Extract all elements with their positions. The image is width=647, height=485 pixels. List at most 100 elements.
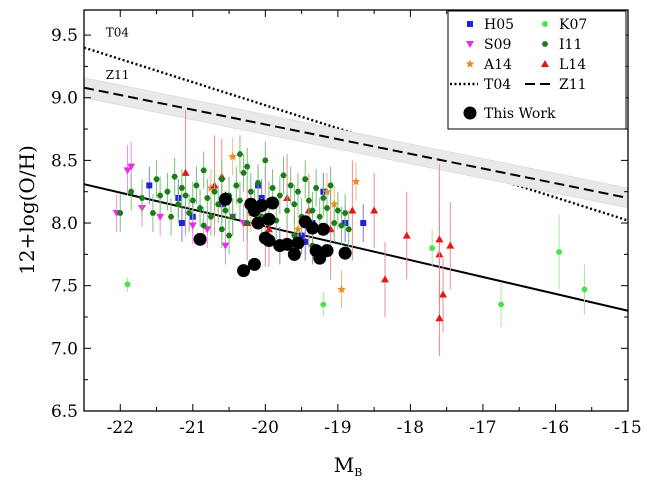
data-points: [112, 110, 588, 356]
point-k07: [124, 281, 131, 288]
point-i11: [236, 197, 244, 204]
legend-item-this-work-marker: [463, 106, 477, 120]
point-this-work: [266, 196, 280, 210]
legend-item-a14: A14: [483, 57, 512, 73]
point-i11: [185, 210, 193, 216]
point-i11: [302, 176, 309, 182]
point-this-work: [287, 247, 301, 261]
point-this-work: [193, 232, 207, 246]
point-a14: [351, 177, 361, 186]
point-i11: [305, 197, 313, 204]
legend-item-z11: Z11: [559, 77, 587, 93]
point-i11: [204, 195, 211, 201]
point-k07: [581, 286, 588, 293]
point-i11: [117, 210, 124, 216]
point-l14: [402, 231, 411, 239]
point-i11: [327, 182, 334, 189]
point-i11: [138, 195, 146, 201]
point-i11: [323, 205, 331, 211]
point-i11: [291, 201, 298, 208]
point-i11: [214, 201, 222, 208]
point-i11: [309, 207, 316, 214]
point-l14: [446, 241, 455, 249]
legend-item-a14-marker: [465, 59, 475, 68]
series-this-work: [193, 191, 352, 278]
legend-item-s09-marker: [466, 41, 474, 48]
point-i11: [196, 205, 204, 211]
point-i11: [312, 185, 320, 191]
legend-item-i11: I11: [559, 37, 582, 53]
point-s09: [123, 167, 132, 175]
point-i11: [200, 222, 207, 229]
line-annotations: T04 Z11: [106, 25, 130, 82]
annotation-z11: Z11: [106, 68, 130, 82]
point-this-work: [237, 264, 251, 278]
point-i11: [127, 188, 135, 195]
point-i11: [211, 188, 218, 195]
point-this-work: [280, 237, 294, 251]
point-s09: [127, 163, 136, 171]
point-k07: [428, 245, 436, 251]
y-axis-title: 12+log(O/H): [15, 145, 39, 275]
point-h05: [146, 182, 153, 189]
point-l14: [435, 235, 444, 243]
point-this-work: [291, 236, 305, 250]
point-a14: [206, 183, 216, 192]
axis-ticks: -22 -21 -20 -19 -18 -17 -16 -15 6.5 7.0 7.5 8.0 8.5 9…: [51, 10, 642, 438]
point-h05: [360, 220, 367, 227]
point-i11: [244, 220, 251, 226]
point-this-work: [247, 204, 261, 217]
legend-item-l14-marker: [541, 60, 549, 67]
point-a14: [337, 284, 346, 294]
point-s09: [156, 213, 165, 221]
point-i11: [283, 207, 291, 214]
point-l14: [370, 206, 379, 214]
x-tick-label: -21: [179, 418, 206, 438]
point-i11: [229, 213, 236, 220]
point-i11: [207, 213, 215, 220]
point-h05: [178, 220, 185, 227]
x-axis-title-main: M: [334, 453, 354, 477]
point-i11: [178, 185, 186, 191]
point-this-work: [262, 234, 276, 248]
x-tick-label: -15: [614, 418, 641, 438]
y-tick-label: 9.5: [51, 26, 78, 46]
point-i11: [233, 182, 240, 189]
legend-item-t04: T04: [484, 77, 511, 93]
x-tick-label: -18: [397, 418, 424, 438]
y-tick-label: 8.5: [51, 151, 78, 171]
point-i11: [316, 213, 323, 220]
point-i11: [218, 176, 226, 182]
point-i11: [167, 213, 175, 220]
point-k07: [497, 301, 505, 308]
legend-item-k07: K07: [559, 17, 587, 33]
legend-item-l14: L14: [559, 57, 586, 73]
point-a14: [228, 152, 238, 161]
point-i11: [287, 182, 294, 189]
line-fit: [83, 183, 629, 312]
point-l14: [181, 168, 190, 176]
legend-box: [447, 10, 627, 130]
point-this-work: [316, 222, 330, 236]
point-i11: [171, 173, 178, 180]
point-i11: [269, 185, 276, 191]
point-i11: [247, 188, 255, 195]
point-s09: [188, 222, 197, 230]
point-this-work: [305, 221, 319, 235]
point-h05: [302, 238, 309, 245]
x-tick-label: -16: [542, 418, 569, 438]
point-s09: [221, 242, 230, 250]
y-tick-label: 9.0: [51, 89, 78, 109]
point-i11: [189, 197, 196, 204]
point-this-work: [218, 192, 232, 206]
point-i11: [149, 210, 157, 216]
point-i11: [193, 182, 200, 189]
point-i11: [338, 222, 345, 229]
point-this-work: [338, 246, 352, 260]
legend-item-i11-marker: [541, 41, 549, 47]
point-i11: [280, 172, 287, 179]
annotation-t04: T04: [106, 25, 130, 39]
point-i11: [334, 207, 342, 214]
